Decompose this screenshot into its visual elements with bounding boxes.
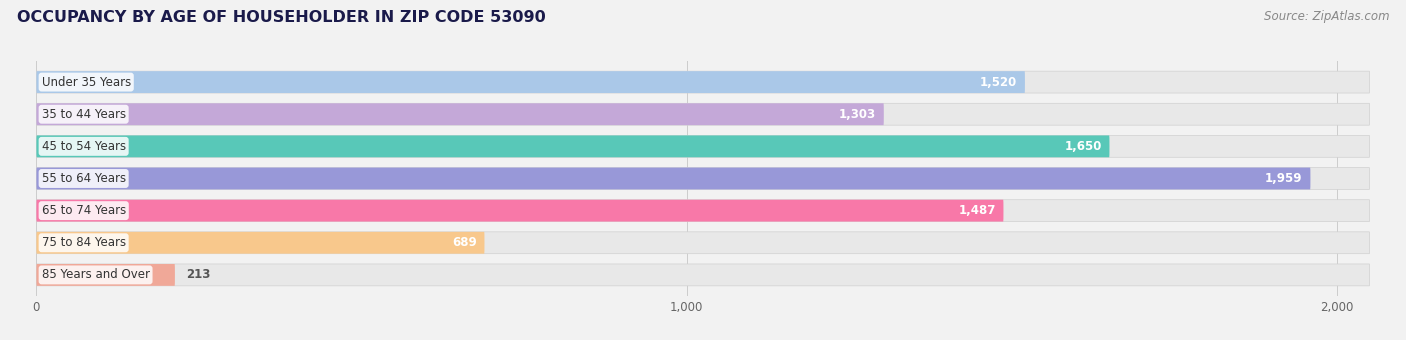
FancyBboxPatch shape — [37, 232, 1369, 254]
FancyBboxPatch shape — [37, 103, 1369, 125]
Text: 1,303: 1,303 — [839, 108, 876, 121]
Text: 1,520: 1,520 — [980, 75, 1017, 89]
FancyBboxPatch shape — [37, 71, 1369, 93]
Text: OCCUPANCY BY AGE OF HOUSEHOLDER IN ZIP CODE 53090: OCCUPANCY BY AGE OF HOUSEHOLDER IN ZIP C… — [17, 10, 546, 25]
Text: 85 Years and Over: 85 Years and Over — [42, 268, 149, 282]
Text: Under 35 Years: Under 35 Years — [42, 75, 131, 89]
FancyBboxPatch shape — [37, 264, 174, 286]
FancyBboxPatch shape — [37, 200, 1004, 222]
FancyBboxPatch shape — [37, 232, 485, 254]
Text: 35 to 44 Years: 35 to 44 Years — [42, 108, 125, 121]
FancyBboxPatch shape — [37, 71, 1025, 93]
Text: 75 to 84 Years: 75 to 84 Years — [42, 236, 125, 249]
Text: Source: ZipAtlas.com: Source: ZipAtlas.com — [1264, 10, 1389, 23]
Text: 1,487: 1,487 — [959, 204, 995, 217]
FancyBboxPatch shape — [37, 264, 1369, 286]
Text: 213: 213 — [187, 268, 211, 282]
FancyBboxPatch shape — [37, 135, 1369, 157]
FancyBboxPatch shape — [37, 200, 1369, 222]
FancyBboxPatch shape — [37, 168, 1369, 189]
Text: 45 to 54 Years: 45 to 54 Years — [42, 140, 125, 153]
Text: 65 to 74 Years: 65 to 74 Years — [42, 204, 125, 217]
FancyBboxPatch shape — [37, 168, 1310, 189]
FancyBboxPatch shape — [37, 103, 884, 125]
Text: 55 to 64 Years: 55 to 64 Years — [42, 172, 125, 185]
Text: 689: 689 — [451, 236, 477, 249]
FancyBboxPatch shape — [37, 135, 1109, 157]
Text: 1,650: 1,650 — [1064, 140, 1102, 153]
Text: 1,959: 1,959 — [1265, 172, 1302, 185]
